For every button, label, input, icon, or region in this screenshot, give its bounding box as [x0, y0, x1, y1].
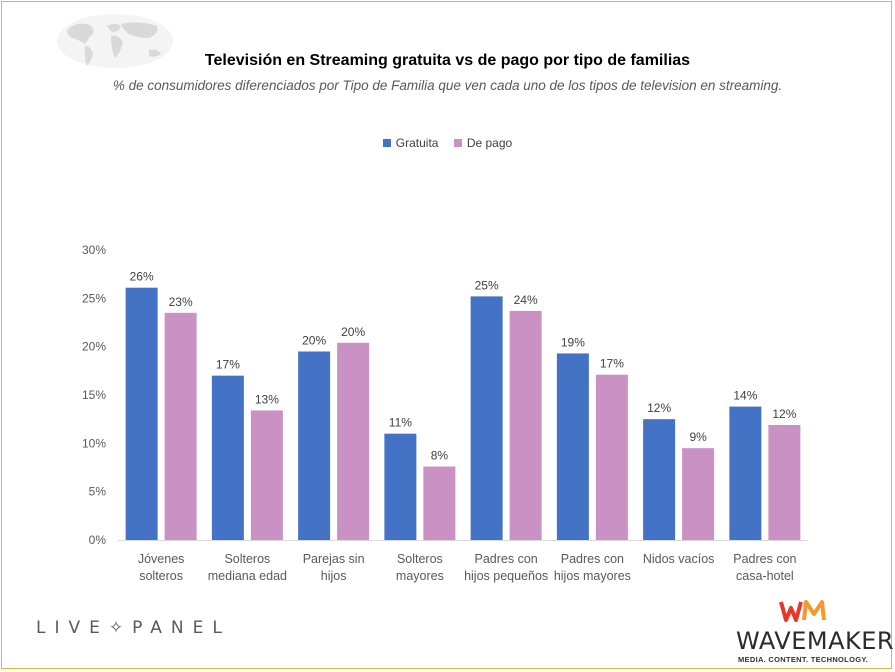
legend-label-de-pago: De pago	[466, 136, 513, 150]
y-tick-label: 20%	[82, 340, 106, 354]
wavemaker-logo-icon	[779, 600, 826, 622]
bar-gratuita	[125, 287, 158, 540]
x-tick-label: hijos pequeños	[464, 569, 548, 583]
data-label: 26%	[130, 270, 154, 284]
x-tick-label: hijos mayores	[554, 569, 631, 583]
legend: Gratuita De pago	[0, 136, 895, 150]
bar-de-pago	[250, 410, 283, 540]
data-label: 23%	[169, 295, 193, 309]
x-tick-label: mediana edad	[208, 569, 287, 583]
bar-de-pago	[164, 312, 197, 540]
chart-title: Televisión en Streaming gratuita vs de p…	[204, 52, 691, 69]
bar-gratuita	[211, 375, 244, 540]
livepanel-logo: LIVE✧PANEL	[36, 618, 231, 638]
legend-label-gratuita: Gratuita	[395, 136, 439, 150]
bar-gratuita	[384, 433, 417, 540]
bar-gratuita	[298, 351, 331, 540]
bar-gratuita	[470, 296, 503, 540]
bar-de-pago	[423, 466, 456, 540]
data-label: 12%	[647, 401, 671, 415]
y-tick-label: 30%	[82, 243, 106, 257]
data-label: 20%	[302, 334, 326, 348]
data-label: 20%	[341, 325, 365, 339]
data-label: 11%	[389, 416, 412, 430]
legend-item-gratuita: Gratuita	[382, 136, 439, 150]
legend-swatch-gratuita	[382, 139, 391, 147]
x-tick-label: Padres con	[475, 552, 538, 566]
x-tick-label: Solteros	[224, 552, 270, 566]
data-label: 17%	[216, 358, 240, 372]
x-tick-label: casa-hotel	[736, 569, 794, 583]
bar-chart: 0% 5% 10% 15% 20% 25% 30% 26% 23% Jóvenes solteros…	[82, 243, 808, 583]
data-label: 17%	[600, 357, 624, 371]
x-tick-label: hijos	[321, 569, 347, 583]
x-tick-label: Solteros	[397, 552, 443, 566]
x-tick-label: Jóvenes	[138, 552, 185, 566]
bar-de-pago	[768, 424, 801, 540]
legend-swatch-de-pago	[453, 139, 462, 147]
x-tick-label: Parejas sin	[303, 552, 365, 566]
data-label: 19%	[561, 335, 585, 349]
bar-de-pago	[509, 310, 542, 540]
data-label: 9%	[689, 430, 707, 444]
data-label: 25%	[475, 278, 499, 292]
y-tick-label: 15%	[82, 388, 106, 402]
x-tick-label: Padres con	[733, 552, 796, 566]
bar-de-pago	[595, 374, 628, 540]
bar-de-pago	[337, 342, 370, 540]
data-label: 14%	[733, 389, 757, 403]
x-tick-label: solteros	[139, 569, 183, 583]
x-tick-label: Nidos vacíos	[643, 552, 715, 566]
data-label: 8%	[431, 449, 449, 463]
y-tick-label: 0%	[89, 533, 107, 547]
wavemaker-tagline: MEDIA. CONTENT. TECHNOLOGY.	[738, 655, 869, 664]
data-label: 13%	[255, 392, 279, 406]
data-label: 24%	[514, 293, 538, 307]
bar-gratuita	[556, 353, 589, 540]
legend-item-de-pago: De pago	[453, 136, 513, 150]
chart-subtitle: % de consumidores diferenciados por Tipo…	[112, 78, 783, 93]
world-map-icon	[57, 14, 173, 68]
y-tick-label: 5%	[89, 485, 107, 499]
x-tick-label: Padres con	[561, 552, 624, 566]
wavemaker-name: WAVEMAKER	[736, 627, 895, 655]
bar-gratuita	[643, 419, 676, 540]
data-label: 12%	[772, 407, 796, 421]
livepanel-logo-text: LIVE✧PANEL	[36, 618, 231, 638]
x-tick-label: mayores	[396, 569, 444, 583]
y-tick-label: 25%	[82, 291, 106, 305]
bar-de-pago	[682, 448, 715, 540]
y-tick-label: 10%	[82, 436, 106, 450]
bar-gratuita	[729, 406, 762, 540]
